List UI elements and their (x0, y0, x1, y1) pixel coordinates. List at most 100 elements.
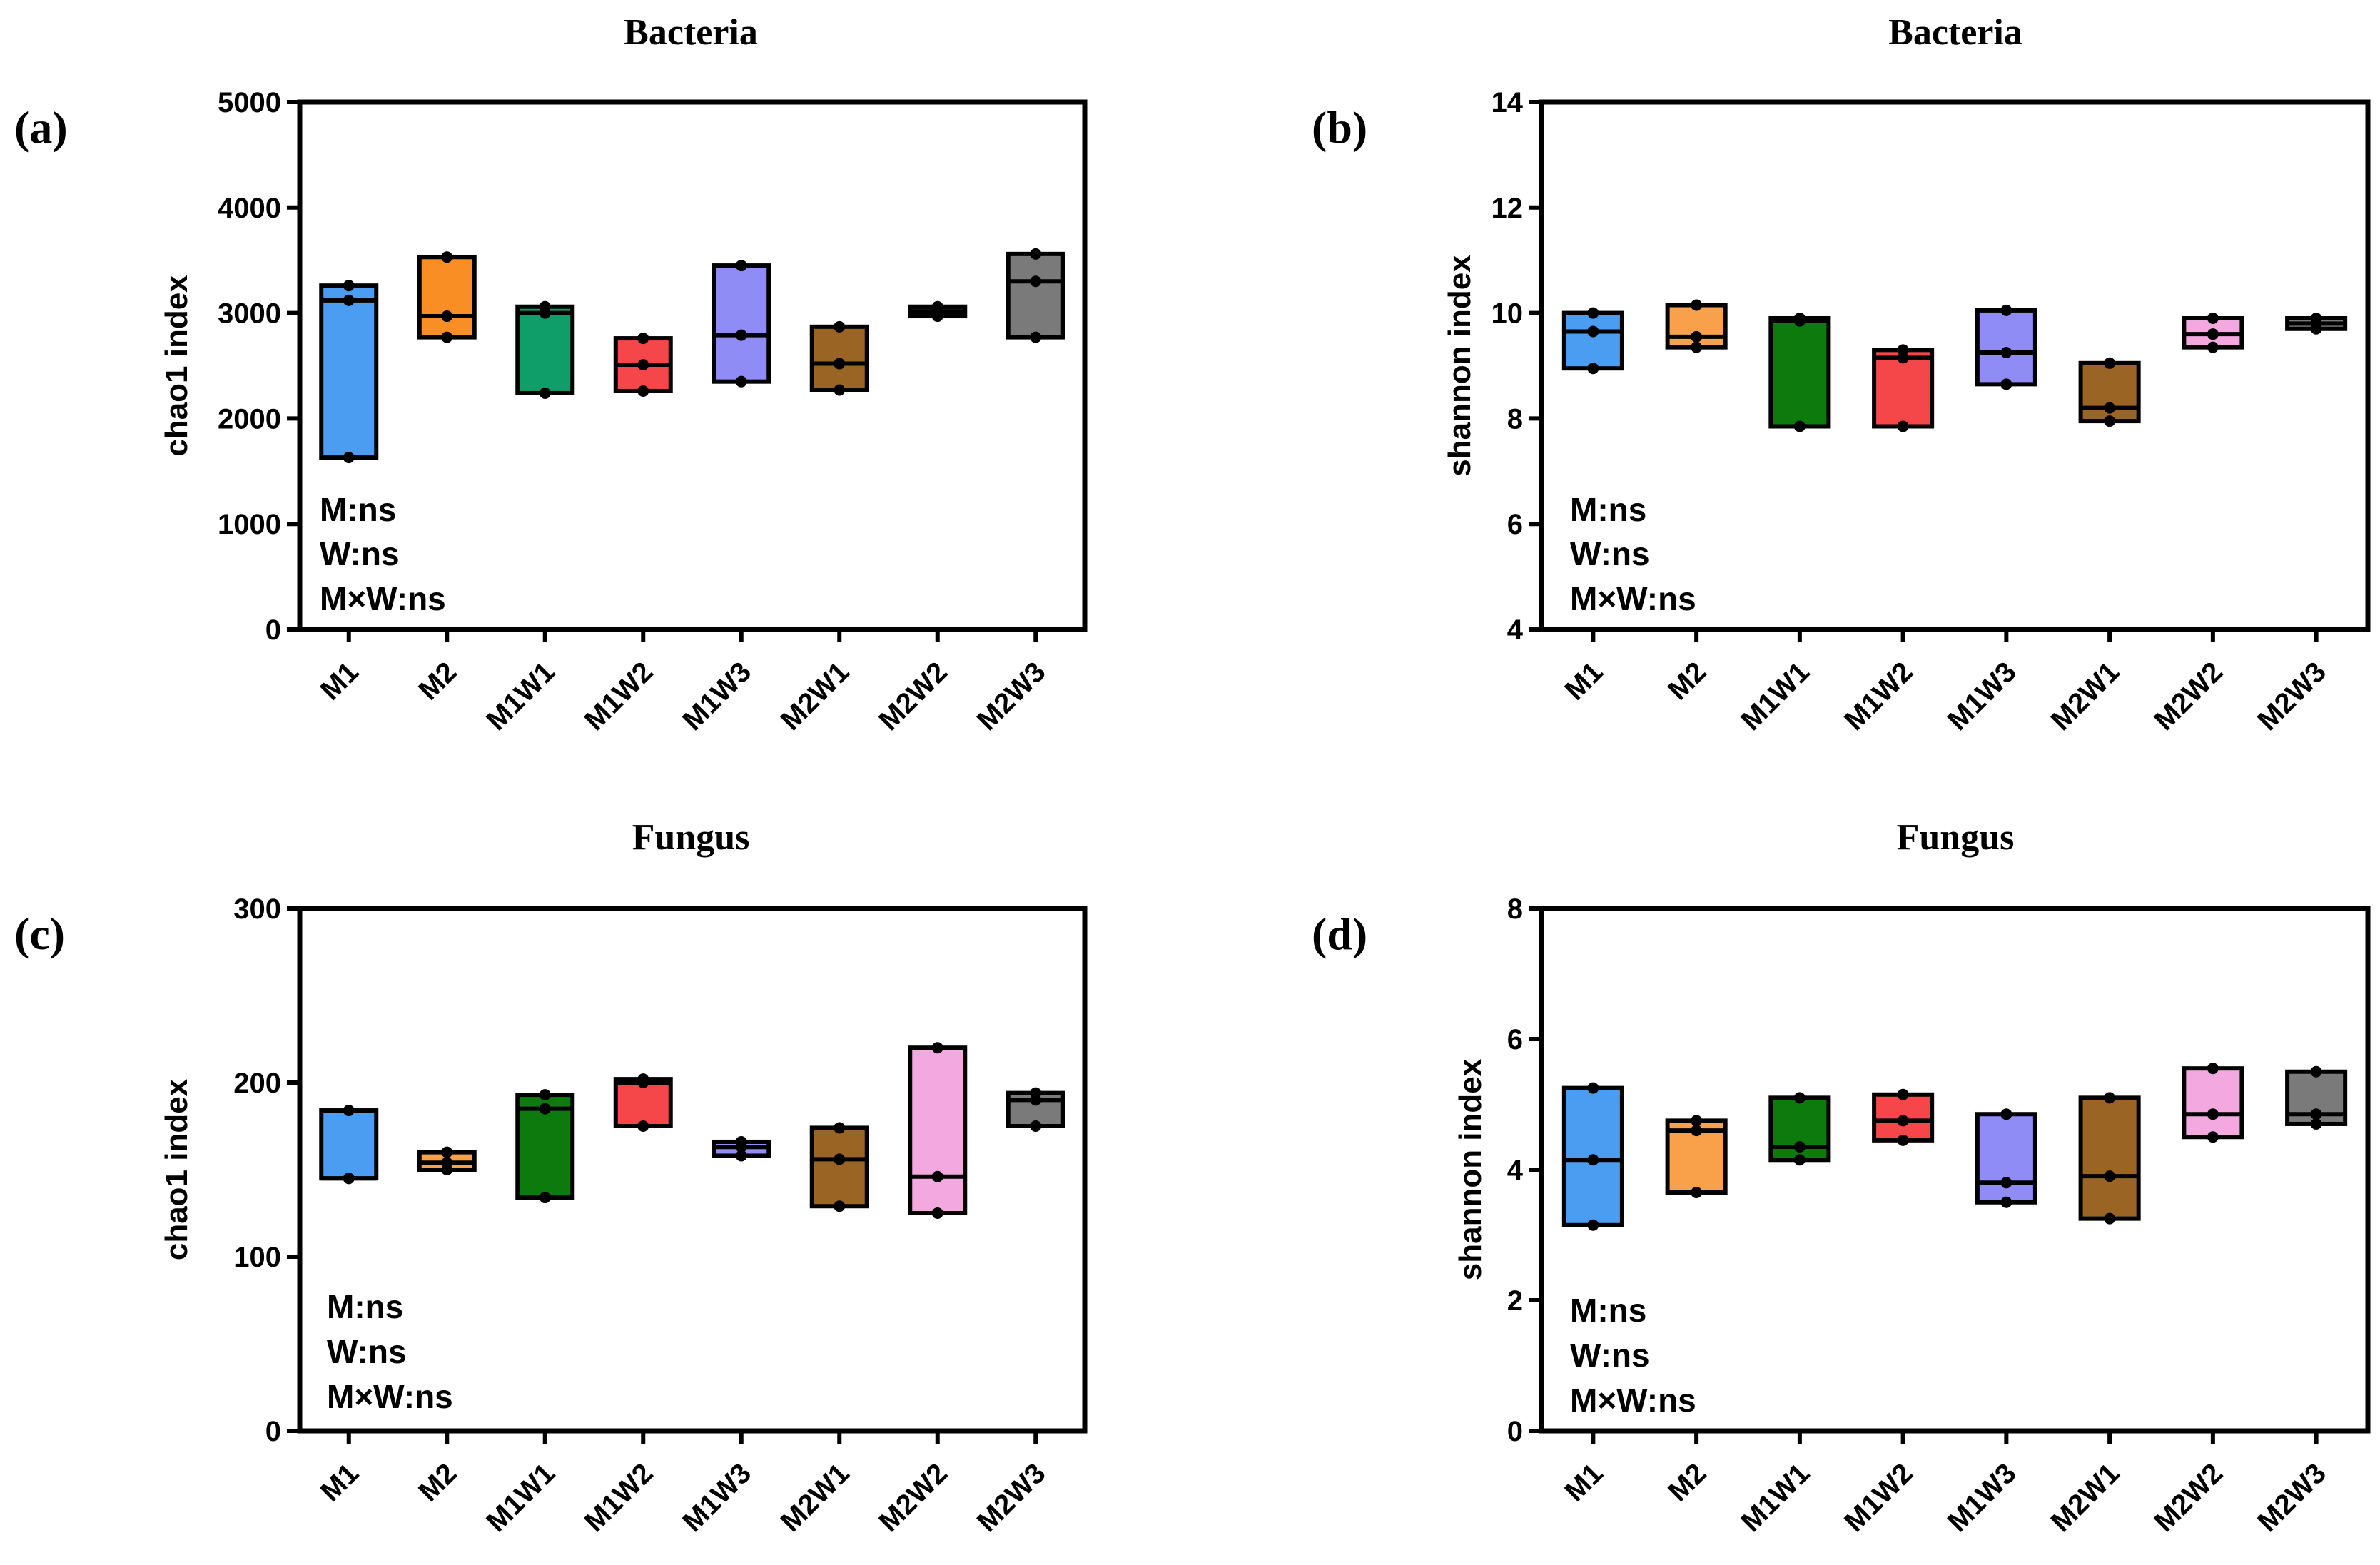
x-tick-label: M1W3 (677, 656, 757, 736)
x-tick-label: M2 (1662, 1457, 1712, 1507)
panel-label: (a) (14, 102, 68, 153)
data-point (1691, 299, 1703, 311)
data-point (2310, 1065, 2322, 1078)
x-tick-label: M2 (412, 656, 462, 706)
stat-annotation: W:ns (327, 1333, 407, 1370)
data-point (1030, 331, 1042, 343)
data-point (441, 1146, 453, 1158)
data-point (931, 300, 943, 313)
data-point (441, 331, 453, 343)
data-point (1793, 1154, 1806, 1166)
x-tick-label: M2W2 (2148, 656, 2229, 736)
panel-label: (b) (1312, 102, 1367, 153)
data-point (539, 300, 551, 313)
y-axis-label: chao1 index (159, 1078, 194, 1260)
bar-M1 (319, 1108, 379, 1181)
data-point (834, 358, 846, 370)
y-tick-label: 14 (1492, 87, 1524, 118)
data-point (1691, 341, 1703, 353)
x-tick-label: M2 (412, 1457, 462, 1507)
y-axis-label: chao1 index (159, 275, 194, 457)
x-tick-label: M1W1 (480, 656, 561, 736)
data-point (1897, 420, 1909, 432)
data-point (2000, 1177, 2012, 1189)
x-tick-label: M2W2 (873, 1457, 953, 1538)
x-tick-label: M1 (1559, 1457, 1609, 1507)
x-tick-label: M1W3 (677, 1457, 757, 1538)
bar-M2W1 (2078, 1095, 2141, 1221)
data-point (2207, 1063, 2219, 1075)
data-point (2104, 402, 2116, 414)
x-tick-label: M2W3 (2252, 1457, 2332, 1538)
data-point (441, 1157, 453, 1169)
data-point (2104, 1212, 2116, 1225)
data-point (1030, 1120, 1042, 1132)
x-tick-label: M1W1 (1735, 656, 1816, 736)
plot-frame (297, 906, 1088, 1434)
bar-M2W2 (908, 1045, 968, 1215)
x-tick-label: M2W3 (2252, 656, 2332, 736)
stat-annotation: M×W:ns (1570, 580, 1696, 617)
data-point (637, 333, 649, 345)
y-axis-label: shannon index (1442, 255, 1477, 477)
data-point (2310, 1108, 2322, 1120)
data-point (735, 260, 747, 272)
x-tick-label: M2W3 (971, 1457, 1052, 1538)
x-tick-label: M2W2 (2148, 1457, 2229, 1538)
chart-title: Bacteria (624, 12, 758, 53)
stat-annotation: M:ns (1570, 1292, 1646, 1329)
x-tick-label: M2W3 (971, 656, 1052, 736)
stat-annotation: M×W:ns (320, 580, 446, 617)
stat-annotation: M×W:ns (327, 1378, 453, 1415)
data-point (2207, 1131, 2219, 1143)
y-tick-label: 6 (1507, 1024, 1523, 1055)
data-point (1587, 307, 1599, 319)
chart-title: Fungus (632, 817, 750, 858)
data-point (1793, 1140, 1806, 1153)
y-tick-label: 8 (1507, 403, 1523, 435)
bar-M1 (319, 283, 379, 460)
y-tick-label: 100 (233, 1242, 281, 1273)
plot-frame (1539, 906, 2371, 1434)
bar-M1W3 (712, 263, 771, 384)
data-point (1793, 312, 1806, 324)
data-point (2104, 357, 2116, 369)
chart-panel-b: Bacteria (b) shannon index 4 6 8 10 12 14 M1 M2 M1W… (1312, 12, 2371, 736)
y-tick-label: 1000 (218, 509, 281, 540)
bar-M1W3 (1975, 1112, 2037, 1205)
data-point (2310, 1118, 2322, 1130)
x-tick-label: M1 (315, 1457, 365, 1507)
y-tick-label: 0 (265, 1416, 281, 1447)
data-point (637, 385, 649, 397)
y-tick-label: 2 (1507, 1285, 1523, 1317)
y-tick-label: 4 (1507, 614, 1524, 646)
bar-M1 (1561, 310, 1624, 371)
data-point (441, 310, 453, 323)
data-point (343, 452, 355, 464)
data-point (343, 294, 355, 306)
data-point (1897, 1115, 1909, 1127)
data-point (2207, 312, 2219, 324)
data-point (343, 1173, 355, 1185)
bar-M2 (417, 255, 477, 340)
bar-M1W1 (1768, 315, 1831, 429)
chart-panel-a: Bacteria (a) chao1 index 0 1000 2000 3000 4000 5… (14, 12, 1088, 736)
data-point (1691, 1125, 1703, 1137)
data-point (1897, 344, 1909, 356)
data-point (2207, 1108, 2219, 1120)
data-point (735, 1135, 747, 1148)
data-point (1587, 1154, 1599, 1166)
data-point (1897, 1134, 1909, 1146)
data-point (931, 1042, 943, 1054)
stat-annotation: M:ns (327, 1288, 403, 1325)
data-point (1587, 1219, 1599, 1231)
data-point (931, 1207, 943, 1219)
bar-M2W3 (1006, 251, 1065, 340)
x-tick-label: M1 (315, 656, 365, 706)
data-point (2000, 1108, 2012, 1120)
data-point (1587, 363, 1599, 375)
bar-M1W1 (515, 304, 575, 395)
y-tick-label: 0 (1507, 1416, 1523, 1447)
data-point (343, 280, 355, 292)
x-tick-label: M2W2 (873, 656, 953, 736)
